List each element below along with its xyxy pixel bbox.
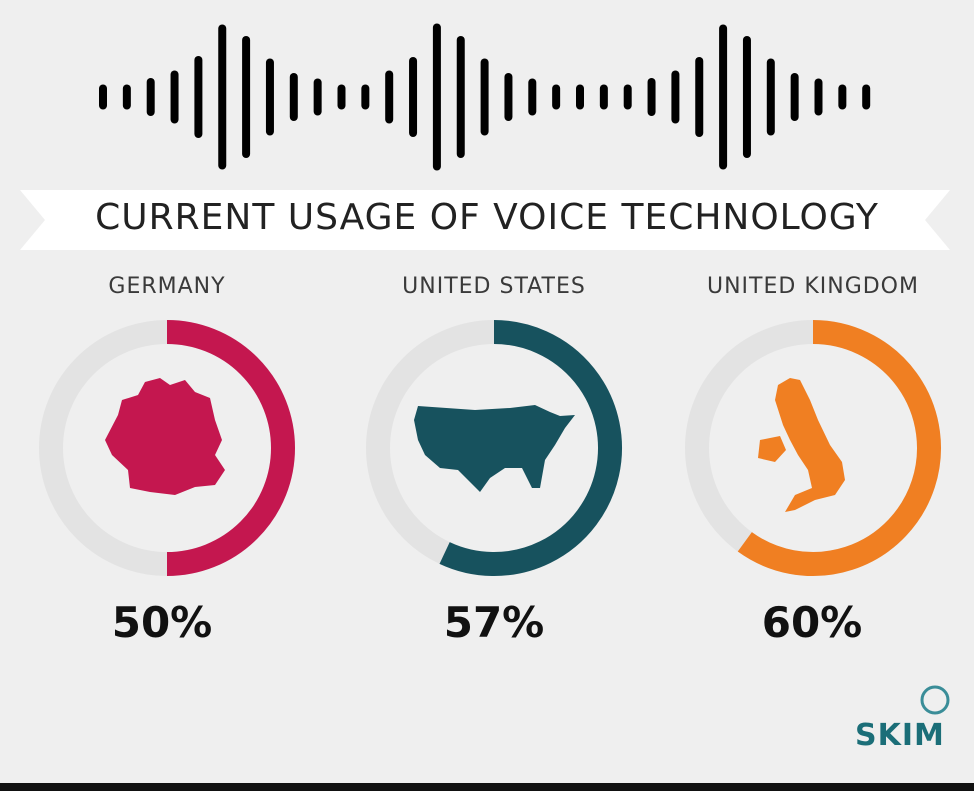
waveform-bar	[766, 58, 775, 136]
waveform-bar	[385, 70, 394, 124]
waveform-bar	[504, 73, 513, 121]
waveform-bar	[409, 57, 418, 137]
waveform-bar	[146, 78, 155, 116]
title-ribbon	[20, 190, 950, 250]
waveform-bar	[695, 57, 704, 137]
waveform-bar	[552, 84, 561, 110]
usa-map-icon	[414, 405, 575, 492]
waveform-bar	[337, 84, 346, 110]
bottom-border	[0, 783, 974, 791]
value-united-kingdom: 60%	[761, 598, 863, 647]
value-united-states: 57%	[443, 598, 545, 647]
waveform-bar	[790, 73, 799, 121]
waveform-bar	[528, 78, 537, 116]
skim-logo: SKIM	[855, 718, 945, 753]
waveform-bar	[242, 36, 251, 158]
waveform-bar	[218, 24, 227, 170]
value-germany: 50%	[111, 598, 213, 647]
waveform-bar	[719, 24, 728, 170]
waveform-bar	[432, 23, 441, 171]
waveform-bar	[647, 78, 656, 116]
donut-arc-united-kingdom	[737, 320, 941, 576]
waveform-bar	[599, 84, 608, 110]
soundwave-icon	[99, 23, 871, 171]
waveform-bar	[671, 70, 680, 124]
waveform-bar	[265, 58, 274, 136]
waveform-bar	[480, 58, 489, 136]
ireland-map-icon	[758, 436, 786, 462]
waveform-bar	[289, 73, 298, 121]
waveform-bar	[838, 84, 847, 110]
waveform-bar	[456, 36, 465, 158]
label-germany: GERMANY	[108, 274, 226, 299]
waveform-bar	[122, 84, 131, 110]
skim-logo-circle-icon	[920, 685, 950, 715]
waveform-bar	[862, 84, 871, 110]
waveform-bar	[313, 78, 322, 116]
uk-map-icon	[775, 378, 845, 512]
waveform-bar	[814, 78, 823, 116]
waveform-bar	[742, 36, 751, 158]
label-united-states: UNITED STATES	[402, 274, 586, 299]
donut-arc-germany	[166, 320, 295, 576]
waveform-bar	[361, 84, 370, 110]
waveform-bar	[194, 56, 203, 138]
waveform-bar	[576, 84, 584, 110]
waveform-bar	[623, 84, 632, 110]
donut-arc-united-states	[439, 320, 622, 576]
waveform-bar	[170, 70, 179, 124]
germany-map-icon	[105, 378, 225, 495]
chart-title: CURRENT USAGE OF VOICE TECHNOLOGY	[95, 197, 879, 238]
label-united-kingdom: UNITED KINGDOM	[707, 274, 919, 299]
waveform-bar	[99, 84, 107, 110]
